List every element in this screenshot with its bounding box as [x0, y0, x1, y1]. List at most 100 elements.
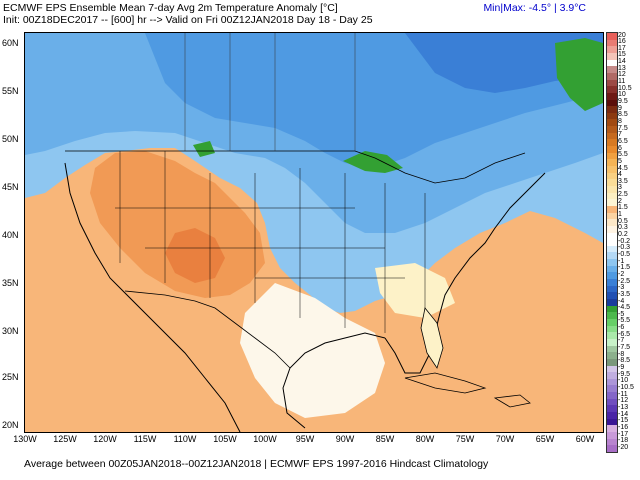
legend-swatch	[607, 212, 617, 220]
legend-label: 12	[618, 71, 626, 79]
legend-swatch	[607, 445, 617, 453]
legend-swatch	[607, 72, 617, 81]
legend-swatch	[607, 352, 617, 360]
legend-label: -16	[618, 423, 629, 431]
legend-label: 13	[618, 64, 626, 72]
legend-label: 5	[618, 157, 622, 165]
legend-label: -4	[618, 297, 625, 305]
legend-label: -7.5	[618, 344, 631, 352]
legend-swatch	[607, 279, 617, 287]
lat-label-35n: 35N	[2, 278, 19, 288]
legend-label: 4	[618, 171, 622, 179]
legend-swatch	[607, 425, 617, 433]
legend-label: 9	[618, 104, 622, 112]
legend-label: 8.5	[618, 111, 628, 119]
legend-label: -10	[618, 377, 629, 385]
lon-label-80w: 80W	[415, 434, 435, 444]
legend-swatch	[607, 432, 617, 440]
legend-swatch	[607, 392, 617, 400]
legend-label: -1	[618, 257, 625, 265]
legend-label: -10.5	[618, 383, 634, 391]
coastline-east	[384, 172, 546, 374]
legend-label: 7	[618, 131, 622, 139]
lon-label-120w: 120W	[93, 434, 117, 444]
map-title: ECMWF EPS Ensemble Mean 7-day Avg 2m Tem…	[3, 2, 338, 14]
legend-label: -0.2	[618, 237, 631, 245]
legend-label: 2.5	[618, 191, 628, 199]
legend-label: -20	[618, 443, 629, 451]
legend-label: 11	[618, 78, 626, 86]
legend-swatch	[607, 332, 617, 340]
legend-swatch	[607, 385, 617, 393]
legend-swatch	[607, 166, 617, 174]
legend-swatch	[607, 418, 617, 426]
lat-label-30n: 30N	[2, 326, 19, 336]
florida	[420, 307, 444, 369]
legend-swatch	[607, 79, 617, 87]
legend-label: 0.3	[618, 224, 628, 232]
lon-label-90w: 90W	[335, 434, 355, 444]
legend-swatch	[607, 239, 617, 247]
lon-label-95w: 95W	[295, 434, 315, 444]
legend-label: -5	[618, 310, 625, 318]
lat-label-20n: 20N	[2, 420, 19, 430]
green-cold-greatlakes	[343, 151, 403, 173]
legend-swatch	[607, 126, 617, 134]
legend-swatch	[607, 179, 617, 187]
legend-swatch	[607, 318, 617, 327]
legend-swatch	[607, 232, 617, 240]
legend-label: 6	[618, 144, 622, 152]
legend-swatch	[607, 378, 617, 386]
lat-label-60n: 60N	[2, 38, 19, 48]
lon-label-60w: 60W	[575, 434, 595, 444]
legend-label: -14	[618, 410, 629, 418]
legend-swatch	[607, 192, 617, 200]
lat-label-25n: 25N	[2, 372, 19, 382]
legend-swatch	[607, 52, 617, 61]
lon-label-110w: 110W	[173, 434, 197, 444]
legend-label: -15	[618, 417, 629, 425]
legend-swatch	[607, 33, 617, 41]
legend-swatch	[607, 46, 617, 54]
legend-swatch	[607, 372, 617, 380]
legend-swatch	[607, 172, 617, 180]
map-canvas	[25, 33, 603, 432]
legend-swatch	[607, 119, 617, 127]
legend-label: 17	[618, 44, 626, 52]
legend-swatch	[607, 146, 617, 154]
legend-swatch	[607, 398, 617, 406]
legend-label: 6.5	[618, 137, 628, 145]
legend-swatch	[607, 299, 617, 307]
legend-swatch	[607, 325, 617, 333]
legend-swatch	[607, 199, 617, 207]
legend-label: -0.5	[618, 250, 631, 258]
legend-label: -3	[618, 284, 625, 292]
cold-anomaly-strong	[405, 33, 603, 93]
legend-label: 0.2	[618, 231, 628, 239]
lat-label-55n: 55N	[2, 86, 19, 96]
legend-label: -9.5	[618, 370, 631, 378]
legend-label: -8.5	[618, 357, 631, 365]
legend-label: 14	[618, 58, 626, 66]
legend-swatch	[607, 245, 617, 253]
min-max-readout: Min|Max: -4.5° | 3.9°C	[483, 2, 586, 14]
legend-swatch	[607, 272, 617, 280]
legend-label: 15	[618, 51, 626, 59]
legend-swatch	[607, 338, 617, 347]
legend-swatch	[607, 312, 617, 320]
legend-swatch	[607, 365, 617, 373]
footer-caption: Average between 00Z05JAN2018--00Z12JAN20…	[24, 458, 489, 470]
legend-label: -7	[618, 337, 625, 345]
legend-swatch	[607, 358, 617, 367]
legend-swatch	[607, 39, 617, 47]
legend-label: 2	[618, 197, 622, 205]
legend-swatch	[607, 438, 617, 446]
lon-label-75w: 75W	[455, 434, 475, 444]
legend-label: -12	[618, 397, 629, 405]
legend-swatch	[607, 412, 617, 420]
lon-label-100w: 100W	[253, 434, 277, 444]
legend-label: -8	[618, 350, 625, 358]
color-legend	[606, 32, 618, 453]
legend-swatch	[607, 66, 617, 74]
green-cold-labrador	[555, 38, 603, 111]
